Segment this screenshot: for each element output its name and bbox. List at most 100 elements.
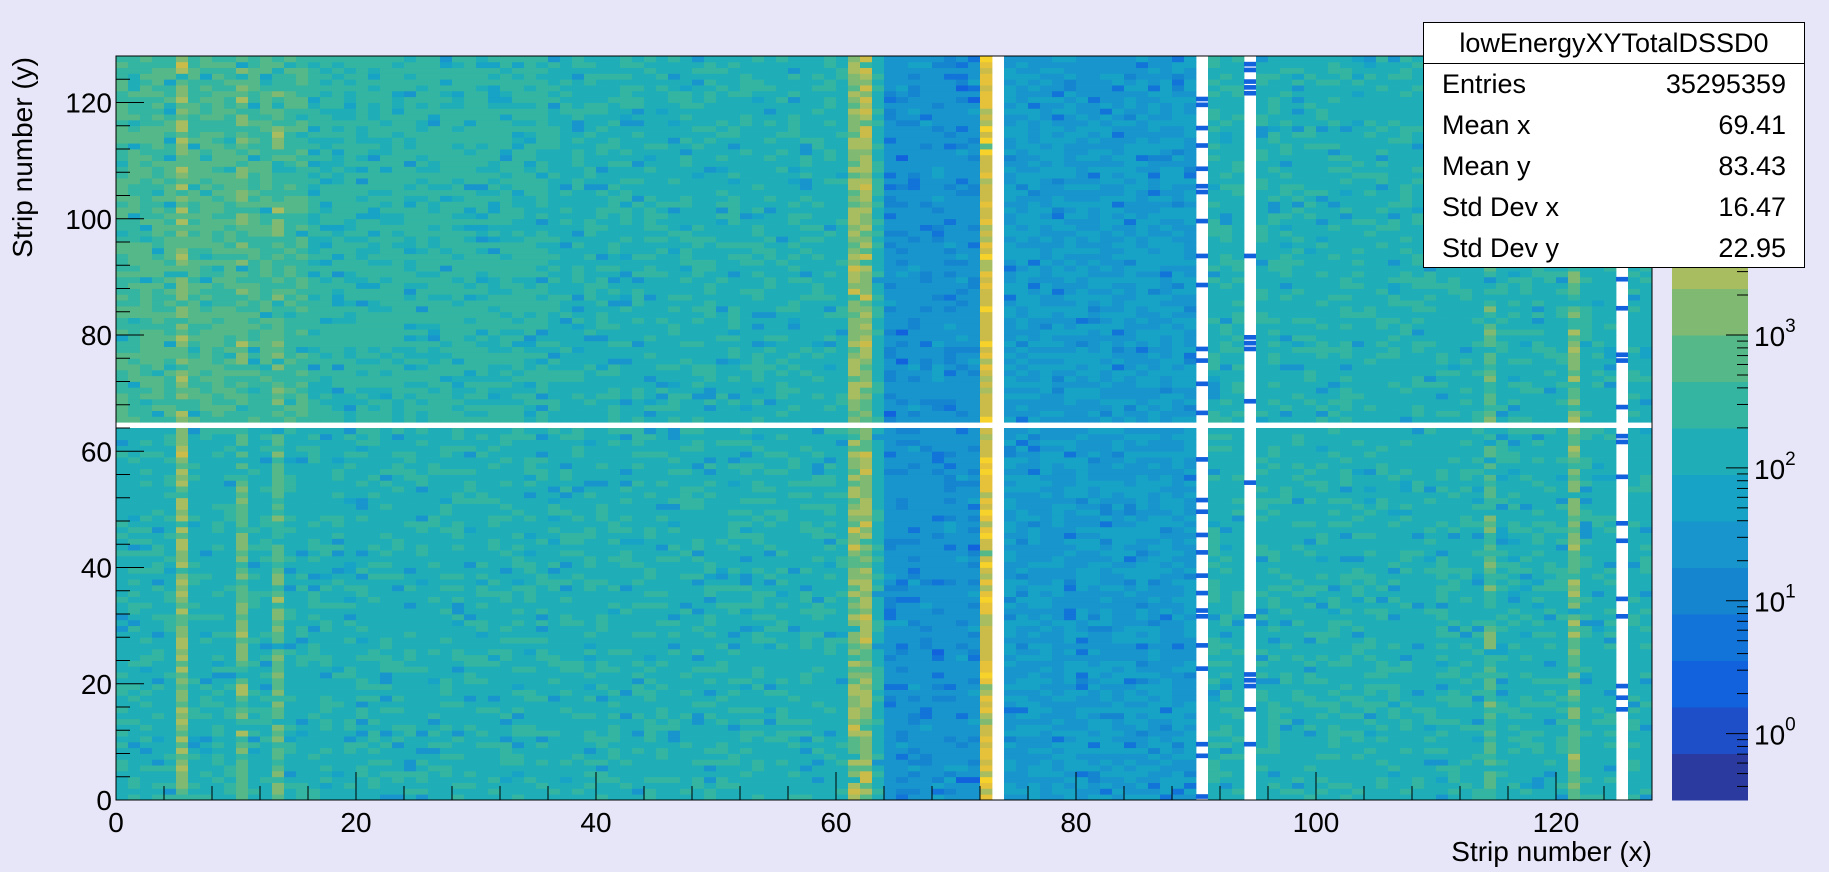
heatmap-cell [164, 410, 177, 417]
heatmap-cell [356, 114, 369, 121]
heatmap-cell [152, 149, 165, 156]
heatmap-cell [248, 515, 261, 522]
heatmap-cell [428, 189, 441, 196]
heatmap-cell [248, 300, 261, 307]
heatmap-cell [260, 788, 273, 795]
heatmap-cell [476, 648, 489, 656]
heatmap-cell [440, 56, 453, 63]
heatmap-cell [404, 352, 417, 359]
heatmap-cell [248, 521, 261, 528]
heatmap-cell [476, 718, 489, 725]
heatmap-cell [212, 96, 225, 103]
heatmap-cell [188, 677, 201, 685]
heatmap-cell [248, 724, 261, 731]
heatmap-cell [296, 346, 309, 353]
heatmap-cell [536, 288, 549, 295]
heatmap-cell [536, 509, 549, 516]
heatmap-cell [200, 364, 213, 371]
heatmap-cell [356, 242, 369, 249]
heatmap-cell [476, 428, 489, 435]
heatmap-cell [476, 294, 489, 301]
heatmap-cell [380, 79, 393, 86]
heatmap-cell [560, 660, 573, 667]
heatmap-cell [392, 247, 405, 255]
heatmap-cell [512, 276, 525, 284]
heatmap-cell [572, 457, 585, 464]
heatmap-cell [128, 387, 141, 394]
heatmap-cell [320, 271, 333, 278]
heatmap-cell [380, 305, 393, 313]
heatmap-cell [380, 643, 393, 650]
heatmap-cell [236, 584, 249, 592]
heatmap-cell [476, 410, 489, 417]
heatmap-cell [200, 288, 213, 295]
heatmap-cell [392, 648, 405, 656]
heatmap-cell [128, 573, 141, 580]
heatmap-cell [512, 172, 525, 179]
heatmap-cell [404, 282, 417, 289]
heatmap-cell [440, 329, 453, 336]
heatmap-cell [488, 143, 501, 150]
heatmap-cell [152, 172, 165, 179]
heatmap-cell [584, 584, 597, 592]
heatmap-cell [536, 712, 549, 720]
heatmap-cell [488, 212, 501, 220]
heatmap-cell [344, 521, 357, 528]
heatmap-cell [500, 672, 513, 679]
heatmap-cell [476, 637, 489, 644]
heatmap-cell [320, 236, 333, 243]
heatmap-cell [560, 410, 573, 417]
heatmap-cell [308, 352, 321, 359]
heatmap-cell [488, 271, 501, 278]
heatmap-cell [464, 137, 477, 144]
heatmap-cell [416, 788, 429, 795]
heatmap-cell [248, 230, 261, 237]
heatmap-cell [320, 90, 333, 98]
heatmap-cell [524, 178, 537, 185]
heatmap-cell [356, 90, 369, 98]
heatmap-cell [176, 329, 189, 336]
heatmap-cell [248, 305, 261, 313]
heatmap-cell [524, 230, 537, 237]
heatmap-cell [440, 474, 453, 481]
heatmap-cell [140, 683, 153, 690]
heatmap-cell [392, 486, 405, 493]
heatmap-cell [308, 602, 321, 609]
heatmap-cell [584, 770, 597, 778]
heatmap-cell [356, 387, 369, 394]
heatmap-cell [500, 149, 513, 156]
heatmap-cell [236, 259, 249, 266]
heatmap-cell [320, 73, 333, 80]
heatmap-cell [152, 79, 165, 86]
heatmap-cell [116, 712, 129, 720]
heatmap-cell [512, 689, 525, 696]
heatmap-cell [284, 794, 297, 801]
heatmap-cell [524, 579, 537, 586]
heatmap-cell [164, 701, 177, 708]
heatmap-cell [200, 160, 213, 167]
heatmap-cell [440, 515, 453, 522]
heatmap-cell [476, 79, 489, 86]
heatmap-cell [344, 265, 357, 272]
heatmap-cell [140, 323, 153, 330]
heatmap-cell [332, 538, 345, 545]
heatmap-cell [284, 759, 297, 766]
heatmap-cell [380, 433, 393, 441]
heatmap-cell [200, 56, 213, 63]
heatmap-cell [176, 212, 189, 220]
heatmap-cell [236, 707, 249, 714]
heatmap-cell [224, 474, 237, 481]
heatmap-cell [476, 439, 489, 446]
heatmap-cell [488, 497, 501, 504]
heatmap-cell [476, 96, 489, 103]
heatmap-cell [128, 335, 141, 342]
heatmap-cell [344, 497, 357, 504]
heatmap-cell [116, 369, 129, 377]
heatmap-cell [200, 451, 213, 458]
heatmap-cell [404, 759, 417, 766]
heatmap-cell [452, 247, 465, 255]
heatmap-cell [176, 242, 189, 249]
heatmap-cell [512, 491, 525, 499]
heatmap-cell [272, 491, 285, 499]
heatmap-cell [284, 119, 297, 127]
